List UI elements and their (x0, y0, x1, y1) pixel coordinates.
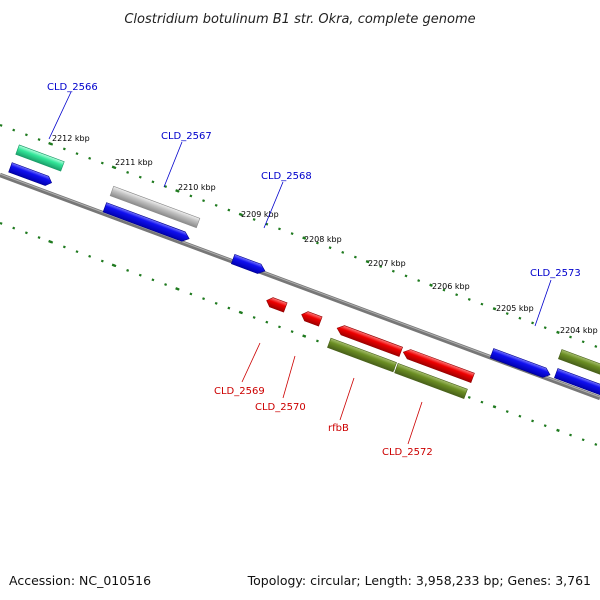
gene-label-cld-2572[interactable]: CLD_2572 (382, 447, 433, 458)
gene-label-cld-2573[interactable]: CLD_2573 (530, 268, 581, 279)
tick-label: 2212 kbp (52, 134, 90, 143)
gene-right-edge-olive[interactable] (558, 349, 600, 383)
outer-major-tick (238, 212, 243, 217)
leader-line (407, 401, 423, 445)
map-title: Clostridium botulinum B1 str. Okra, comp… (124, 12, 475, 27)
inner-major-tick (175, 287, 179, 291)
gene-rfbb[interactable] (335, 323, 403, 357)
gene-cld-2569[interactable] (265, 296, 288, 313)
leader-line (282, 355, 296, 399)
gene-label-cld-2568[interactable]: CLD_2568 (261, 171, 312, 182)
tick-label: 2204 kbp (560, 326, 598, 335)
gene-cld-2572[interactable] (402, 347, 475, 383)
genome-summary-text: Topology: circular; Length: 3,958,233 bp… (247, 573, 591, 588)
tick-label: 2211 kbp (115, 158, 153, 167)
leader-line (534, 279, 552, 327)
tick-label: 2207 kbp (368, 259, 406, 268)
accession-text: Accession: NC_010516 (9, 573, 152, 588)
gene-label-cld-2567[interactable]: CLD_2567 (161, 131, 212, 142)
leader-line (263, 181, 284, 229)
outer-major-tick (429, 283, 433, 287)
tick-label: 2208 kbp (304, 235, 342, 244)
gene-cld-2567-blue[interactable] (102, 202, 191, 244)
outer-major-tick (302, 236, 306, 240)
gene-cld-2567[interactable] (109, 185, 201, 229)
outer-major-tick (365, 259, 370, 264)
gene-label-rfbb[interactable]: rfbB (328, 423, 349, 434)
gene-cld-2570[interactable] (300, 310, 323, 327)
outer-major-tick (492, 307, 497, 311)
tick-label: 2206 kbp (432, 282, 470, 291)
gene-rfbb-olive[interactable] (327, 337, 397, 373)
outer-major-tick (175, 189, 179, 193)
leader-line (339, 377, 355, 421)
inner-major-tick (492, 405, 497, 409)
inner-major-tick (238, 310, 243, 315)
gene-cld-2566-blue[interactable] (8, 162, 54, 188)
gene-cld-2572-olive[interactable] (394, 363, 468, 399)
tick-label: 2209 kbp (241, 210, 279, 219)
inner-major-tick (302, 334, 306, 338)
gene-cld-2566[interactable] (15, 144, 65, 172)
leader-line (48, 91, 72, 140)
gene-right-edge-blue[interactable] (554, 368, 600, 402)
tick-label: 2210 kbp (178, 183, 216, 192)
inner-major-tick (556, 428, 560, 433)
inner-major-tick (48, 239, 52, 244)
gene-label-cld-2566[interactable]: CLD_2566 (47, 82, 98, 93)
outer-major-tick (111, 165, 116, 169)
gene-cld-2573[interactable] (489, 348, 552, 380)
gene-label-cld-2569[interactable]: CLD_2569 (214, 386, 265, 397)
leader-line (163, 141, 183, 188)
tick-label: 2205 kbp (496, 304, 534, 313)
outer-tick-ring (0, 123, 600, 350)
outer-major-tick (48, 141, 52, 146)
gene-cld-2568[interactable] (230, 254, 266, 275)
outer-major-tick (556, 330, 560, 335)
leader-line (241, 342, 261, 383)
inner-major-tick (111, 263, 116, 267)
gene-label-cld-2570[interactable]: CLD_2570 (255, 402, 306, 413)
